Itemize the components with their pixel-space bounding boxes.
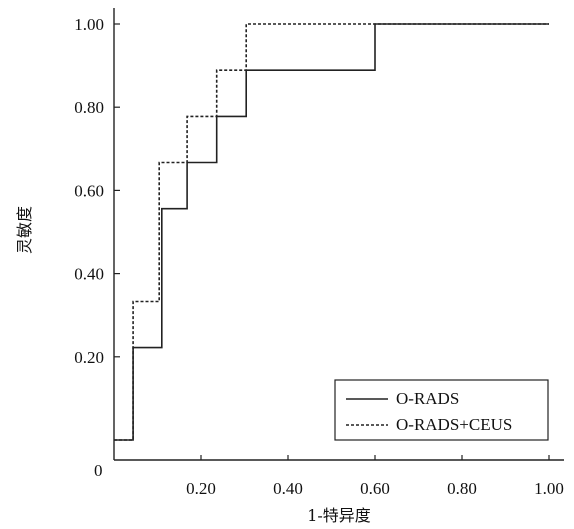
series (114, 23, 549, 441)
x-tick-label: 0.80 (447, 479, 477, 498)
legend-box (334, 379, 549, 441)
axes (113, 8, 564, 461)
y-tick-label: 0.20 (74, 348, 104, 367)
series-line-o-rads (114, 23, 549, 441)
y-tick-label: 0.80 (74, 98, 104, 117)
ticks: 0.20 0.40 0.60 0.80 1.00 0.20 0.40 0.60 0.80 1.00 (74, 15, 564, 498)
y-tick-label: 1.00 (74, 15, 104, 34)
x-axis-title: 1-特异度 (307, 506, 371, 525)
x-tick-label: 1.00 (534, 479, 564, 498)
origin-label: 0 (94, 461, 103, 480)
legend: O-RADS O-RADS+CEUS (334, 379, 549, 441)
y-tick-label: 0.40 (74, 265, 104, 284)
x-tick-label: 0.20 (186, 479, 216, 498)
x-tick-label: 0.60 (360, 479, 390, 498)
series-line-o-rads-ceus (114, 23, 549, 441)
y-tick-label: 0.60 (74, 181, 104, 200)
legend-label-o-rads: O-RADS (396, 389, 459, 408)
x-tick-label: 0.40 (273, 479, 303, 498)
y-axis-title: 灵敏度 (15, 206, 34, 254)
legend-label-o-rads-ceus: O-RADS+CEUS (396, 415, 512, 434)
